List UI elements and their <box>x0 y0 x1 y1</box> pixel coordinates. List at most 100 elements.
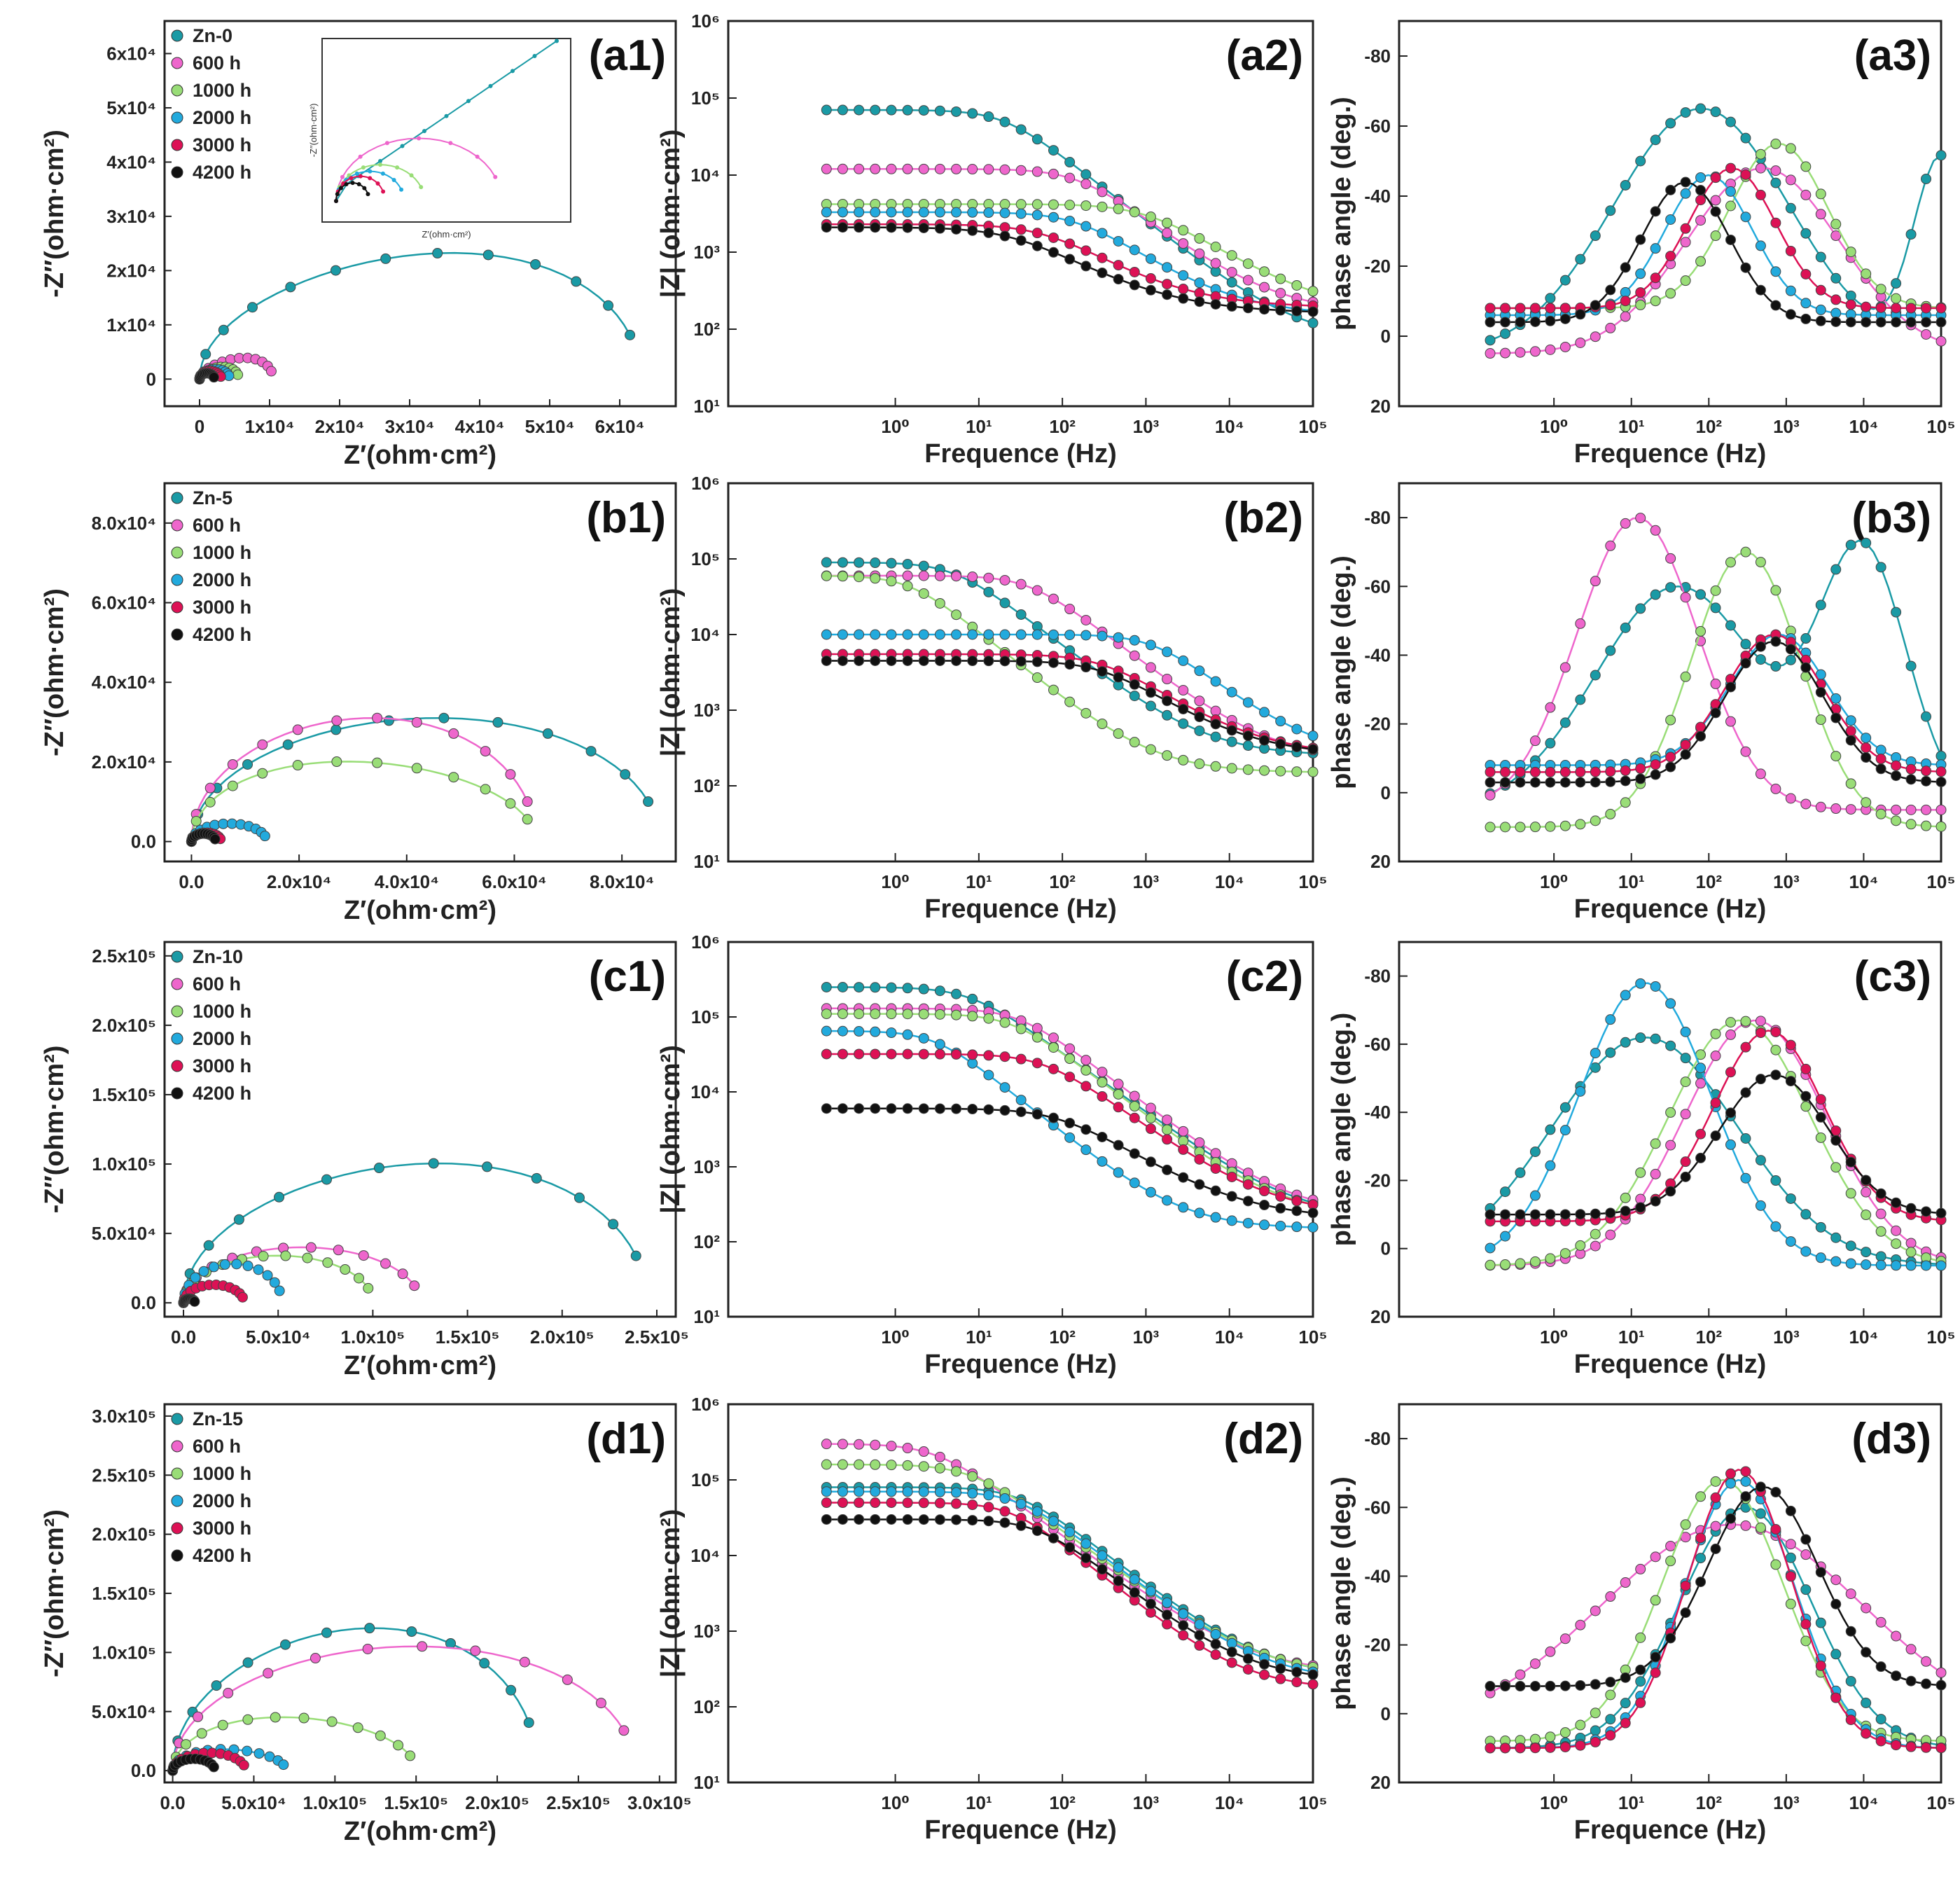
d2-point <box>870 1439 881 1450</box>
c3-point <box>1665 1186 1676 1197</box>
a3-point <box>1921 303 1932 314</box>
c2-point <box>1162 1164 1173 1175</box>
a2-point <box>1162 228 1173 239</box>
a1-inset-point <box>335 192 340 197</box>
a2-point <box>918 207 929 218</box>
b1-ylabel: -Z″(ohm·cm²) <box>40 588 69 756</box>
a2-point <box>918 163 929 174</box>
a3-point <box>1665 288 1676 299</box>
a1-inset-point <box>356 182 361 187</box>
b2-xtick-label: 10⁵ <box>1298 871 1327 892</box>
a3-point <box>1830 272 1842 284</box>
c2-point <box>1064 1117 1076 1128</box>
b3-point <box>1755 557 1766 568</box>
d3-fit-4 <box>1490 1469 1942 1750</box>
b1-fit-0 <box>190 716 649 842</box>
c2-point <box>1048 1042 1059 1053</box>
a3-point <box>1575 309 1586 320</box>
d1-point <box>321 1627 333 1638</box>
a1-legend-marker <box>171 111 183 124</box>
a3-point <box>1815 209 1826 220</box>
d1-point <box>405 1750 416 1761</box>
b3-point <box>1680 749 1691 760</box>
d3-point <box>1590 1679 1601 1690</box>
c1-fit-0 <box>182 1162 637 1303</box>
a2-point <box>1113 274 1124 285</box>
b3-point <box>1710 707 1721 719</box>
c2-point <box>1097 1156 1108 1167</box>
b3-point <box>1665 553 1676 564</box>
a2-point <box>999 199 1010 210</box>
a1-inset-point <box>358 154 363 159</box>
c1-ytick-label: 5.0x10⁴ <box>92 1223 156 1244</box>
c2-point <box>1275 1203 1286 1214</box>
d3-point <box>1845 1675 1856 1686</box>
b3-point <box>1620 765 1631 776</box>
c3-point <box>1875 1208 1886 1219</box>
a3-point <box>1545 293 1556 304</box>
b1-point <box>411 763 422 774</box>
a2-point <box>1080 245 1092 256</box>
d2-ylabel: |Z| (ohm·cm²) <box>656 1509 686 1678</box>
a3-point <box>1921 317 1932 328</box>
d3-point <box>1695 1553 1707 1564</box>
a2-point <box>1145 212 1156 223</box>
c3-point <box>1695 1152 1707 1163</box>
a1-legend-label: 1000 h <box>193 80 251 101</box>
c3-xlabel: Frequence (Hz) <box>1574 1350 1766 1379</box>
a1-ytick-label: 6x10⁴ <box>106 43 156 64</box>
b1-point <box>372 757 383 768</box>
a3-point <box>1875 317 1886 328</box>
b3-xtick-label: 10² <box>1695 871 1722 892</box>
d2-point <box>951 1498 962 1509</box>
d2-point <box>934 1451 945 1462</box>
c1-legend-marker <box>171 1087 183 1100</box>
d1-xlabel: Z′(ohm·cm²) <box>344 1817 496 1846</box>
a3-point <box>1905 317 1917 328</box>
a3-point <box>1620 311 1631 322</box>
d2-point <box>886 1514 897 1525</box>
b3-point <box>1515 777 1526 788</box>
b2-point <box>1194 725 1205 736</box>
c3-point <box>1545 1124 1556 1135</box>
d3-axes-frame <box>1398 1403 1942 1784</box>
d3-point <box>1500 1681 1511 1692</box>
d1-point <box>270 1712 281 1723</box>
a2-fit-1 <box>826 168 1314 303</box>
d1-point <box>238 1759 249 1771</box>
b2-point <box>1226 736 1237 747</box>
c2-point <box>886 1048 897 1060</box>
b2-ytick-label: 10¹ <box>693 851 720 872</box>
b3-point <box>1891 804 1902 815</box>
d2-fit-0 <box>826 1486 1314 1669</box>
c3-point <box>1740 1041 1751 1053</box>
a3-point <box>1710 206 1721 217</box>
d1-point <box>375 1730 386 1741</box>
c3-point <box>1559 1102 1571 1113</box>
d1-legend-label: 4200 h <box>193 1545 251 1566</box>
d1-point <box>253 1748 265 1759</box>
c2-point <box>1015 1095 1027 1106</box>
c3-point <box>1785 1193 1796 1204</box>
a3-point <box>1770 177 1781 188</box>
d2-point <box>870 1514 881 1525</box>
a3-point <box>1695 172 1707 183</box>
a1-inset-point <box>358 174 363 179</box>
d3-xtick-label: 10⁴ <box>1849 1792 1879 1813</box>
d3-fit-5 <box>1490 1485 1942 1687</box>
b2-point <box>1080 662 1092 673</box>
b2-point <box>902 655 913 666</box>
a3-point <box>1785 174 1796 186</box>
b2-point <box>1015 579 1027 590</box>
a3-point <box>1815 284 1826 296</box>
b2-point <box>1162 695 1173 707</box>
d1-point <box>562 1674 573 1685</box>
d3-point <box>1515 1681 1526 1692</box>
c2-point <box>821 1025 832 1037</box>
c3-point <box>1800 1101 1812 1112</box>
a3-point <box>1770 266 1781 277</box>
a2-point <box>1162 217 1173 228</box>
b1-point <box>226 818 237 829</box>
c3-point <box>1559 1125 1571 1136</box>
